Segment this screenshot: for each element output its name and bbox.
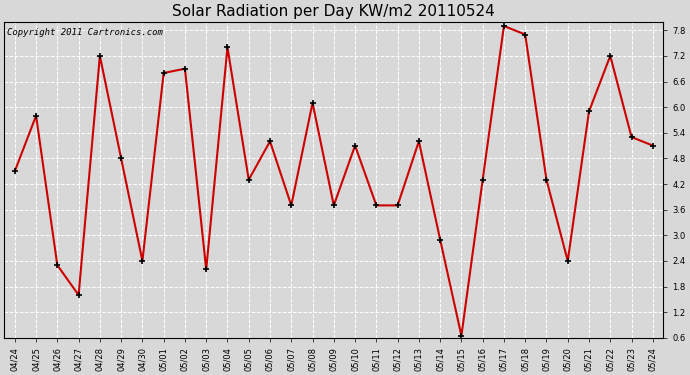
Title: Solar Radiation per Day KW/m2 20110524: Solar Radiation per Day KW/m2 20110524: [172, 4, 495, 19]
Text: Copyright 2011 Cartronics.com: Copyright 2011 Cartronics.com: [8, 28, 164, 37]
